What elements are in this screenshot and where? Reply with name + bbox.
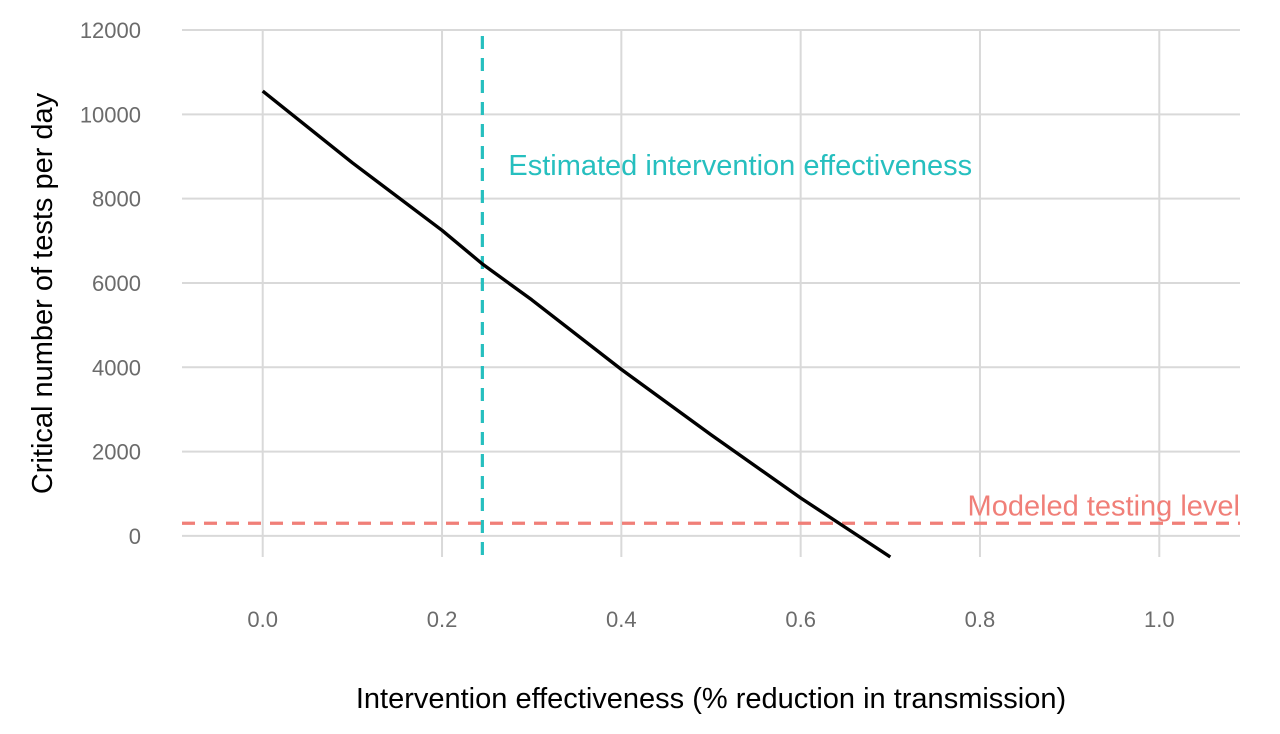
x-tick-label: 0.6 xyxy=(785,607,816,632)
x-tick-label: 0.0 xyxy=(247,607,278,632)
annotation-estimated-effectiveness: Estimated intervention effectiveness xyxy=(508,150,972,182)
y-tick-label: 8000 xyxy=(92,187,141,212)
y-axis-ticks: 0 2000 4000 6000 8000 10000 12000 xyxy=(80,18,141,549)
y-tick-label: 10000 xyxy=(80,102,141,127)
x-tick-label: 0.8 xyxy=(965,607,996,632)
reference-lines xyxy=(182,36,1240,557)
y-tick-label: 2000 xyxy=(92,440,141,465)
x-tick-label: 0.2 xyxy=(427,607,458,632)
x-axis-title: Intervention effectiveness (% reduction … xyxy=(356,683,1066,715)
y-tick-label: 6000 xyxy=(92,271,141,296)
series-line xyxy=(261,89,892,559)
y-tick-label: 0 xyxy=(129,524,141,549)
series-lines xyxy=(261,89,892,559)
grid xyxy=(182,29,1240,557)
y-tick-label: 12000 xyxy=(80,18,141,43)
x-axis-ticks: 0.0 0.2 0.4 0.6 0.8 1.0 xyxy=(247,607,1174,632)
x-tick-label: 0.4 xyxy=(606,607,637,632)
annotation-modeled-testing-level: Modeled testing level xyxy=(968,490,1240,522)
y-axis-title: Critical number of tests per day xyxy=(27,92,59,494)
x-tick-label: 1.0 xyxy=(1144,607,1175,632)
y-tick-label: 4000 xyxy=(92,355,141,380)
